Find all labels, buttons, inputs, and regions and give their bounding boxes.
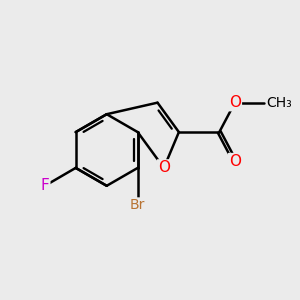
Text: Br: Br <box>130 198 146 212</box>
Text: O: O <box>229 154 241 169</box>
Text: O: O <box>158 160 170 175</box>
Text: F: F <box>40 178 49 193</box>
Text: CH₃: CH₃ <box>267 96 292 110</box>
Text: O: O <box>229 95 241 110</box>
